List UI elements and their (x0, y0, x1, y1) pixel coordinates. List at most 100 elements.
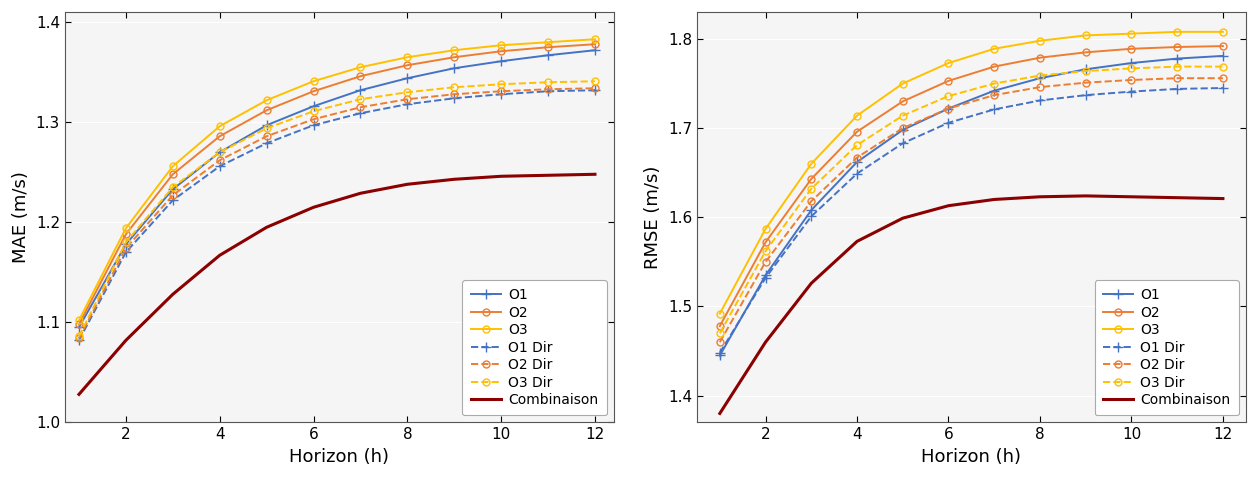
O1 (804, 207, 819, 213)
O1 Dir (306, 122, 321, 128)
Combinaison (400, 182, 415, 187)
Combinaison (165, 292, 180, 297)
O1 (941, 106, 956, 111)
O3 Dir (1123, 65, 1138, 71)
Y-axis label: MAE (m/s): MAE (m/s) (13, 171, 30, 263)
O1 Dir (259, 141, 274, 146)
O2 Dir (213, 157, 228, 163)
O2 Dir (306, 116, 321, 122)
O1 (587, 47, 603, 53)
Legend: O1, O2, O3, O1 Dir, O2 Dir, O3 Dir, Combinaison: O1, O2, O3, O1 Dir, O2 Dir, O3 Dir, Comb… (1094, 280, 1239, 415)
O3 Dir (712, 330, 727, 336)
O3 (759, 226, 774, 232)
O1 Dir (587, 87, 603, 93)
O2 (493, 48, 508, 54)
O3 (896, 81, 911, 87)
Combinaison (986, 196, 1001, 202)
Line: O2 Dir: O2 Dir (75, 85, 599, 342)
O2 Dir (849, 155, 864, 161)
Combinaison (72, 391, 87, 397)
O3 (1215, 29, 1230, 35)
O2 (759, 239, 774, 245)
Combinaison (849, 239, 864, 244)
O1 Dir (941, 120, 956, 126)
O1 (306, 103, 321, 109)
Line: O2: O2 (75, 41, 599, 328)
O3 Dir (804, 186, 819, 192)
O1 Dir (72, 337, 87, 343)
O3 Dir (986, 81, 1001, 87)
O2 (941, 78, 956, 84)
X-axis label: Horizon (h): Horizon (h) (289, 448, 389, 466)
Line: O3: O3 (716, 28, 1227, 317)
Line: O3 Dir: O3 Dir (75, 78, 599, 340)
O3 Dir (896, 113, 911, 119)
O2 (986, 64, 1001, 69)
O2 (352, 74, 367, 79)
Combinaison (804, 281, 819, 286)
X-axis label: Horizon (h): Horizon (h) (921, 448, 1021, 466)
O2 Dir (804, 198, 819, 204)
O3 Dir (1033, 73, 1048, 78)
Combinaison (1123, 194, 1138, 200)
O2 (1170, 44, 1185, 50)
O3 Dir (849, 142, 864, 148)
O3 (118, 226, 133, 231)
Combinaison (941, 203, 956, 208)
O3 Dir (759, 248, 774, 254)
Y-axis label: RMSE (m/s): RMSE (m/s) (644, 165, 662, 269)
O3 (447, 47, 462, 53)
O3 (259, 98, 274, 103)
O2 (1215, 43, 1230, 49)
O1 Dir (804, 214, 819, 219)
O3 Dir (1078, 68, 1093, 74)
O1 Dir (712, 350, 727, 356)
O1 Dir (1033, 98, 1048, 103)
Combinaison (493, 174, 508, 179)
Combinaison (306, 205, 321, 210)
O2 (587, 42, 603, 47)
O3 (712, 311, 727, 316)
O1 Dir (400, 101, 415, 107)
O3 (400, 54, 415, 60)
O1 (986, 88, 1001, 94)
O2 Dir (1078, 80, 1093, 86)
O2 (1078, 50, 1093, 55)
O3 Dir (1215, 64, 1230, 69)
O1 Dir (986, 107, 1001, 112)
Line: O2 Dir: O2 Dir (716, 75, 1227, 346)
O3 Dir (352, 97, 367, 102)
O3 (352, 65, 367, 70)
O3 Dir (493, 81, 508, 87)
O2 Dir (259, 133, 274, 139)
O3 (493, 43, 508, 48)
O3 (849, 113, 864, 119)
O3 Dir (72, 334, 87, 339)
O2 Dir (941, 106, 956, 111)
Combinaison (1170, 195, 1185, 201)
O3 Dir (259, 125, 274, 131)
O2 Dir (1123, 77, 1138, 83)
O1 (896, 127, 911, 133)
O2 Dir (1170, 76, 1185, 81)
O2 Dir (896, 125, 911, 131)
Legend: O1, O2, O3, O1 Dir, O2 Dir, O3 Dir, Combinaison: O1, O2, O3, O1 Dir, O2 Dir, O3 Dir, Comb… (463, 280, 606, 415)
O3 (165, 163, 180, 169)
Line: Combinaison: Combinaison (720, 196, 1223, 413)
O3 (1170, 29, 1185, 35)
O2 Dir (493, 88, 508, 94)
O1 Dir (759, 275, 774, 281)
O2 Dir (712, 339, 727, 345)
O2 Dir (447, 91, 462, 97)
O2 (118, 231, 133, 237)
O3 Dir (447, 85, 462, 90)
O2 Dir (587, 86, 603, 91)
O1 (1215, 53, 1230, 59)
O1 (1123, 60, 1138, 66)
O3 (941, 60, 956, 66)
O1 (1170, 56, 1185, 62)
O2 (72, 322, 87, 327)
O2 Dir (72, 336, 87, 341)
O1 Dir (352, 110, 367, 116)
O3 (1078, 33, 1093, 38)
